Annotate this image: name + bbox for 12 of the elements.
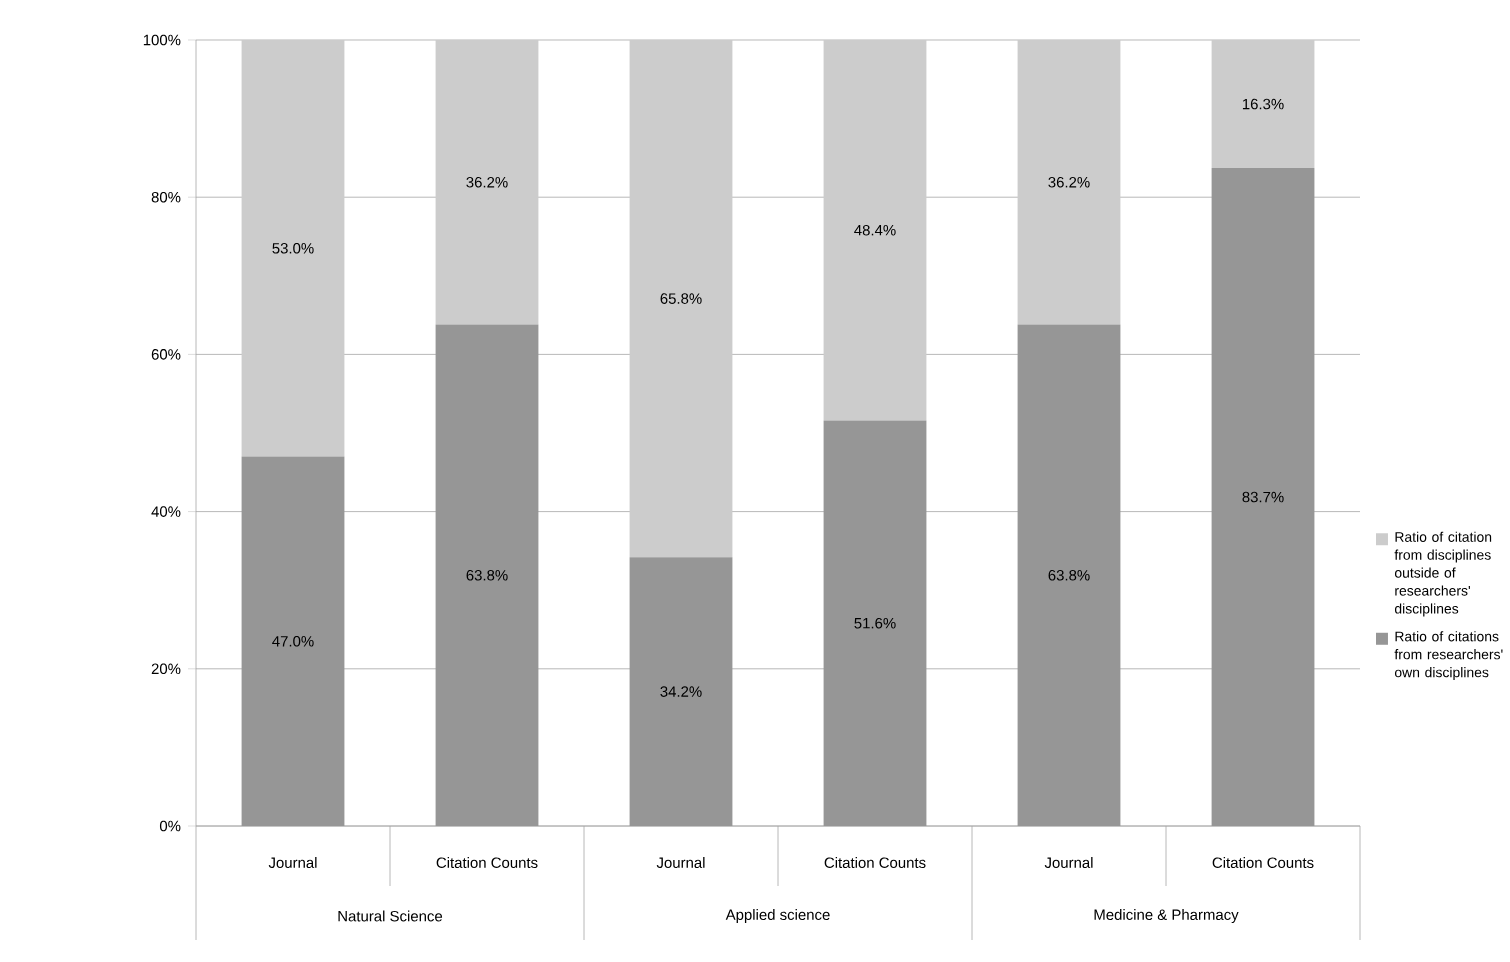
- bar: [1211, 39, 1315, 169]
- bar: [1017, 39, 1121, 325]
- bar: [241, 456, 345, 826]
- bar: [823, 420, 927, 826]
- bar: [435, 39, 539, 325]
- bar: [629, 39, 733, 558]
- bar: [629, 557, 733, 826]
- bar: [1211, 168, 1315, 826]
- bar: [1017, 324, 1121, 826]
- bar: [823, 39, 927, 421]
- bar: [241, 39, 345, 457]
- bar: [435, 324, 539, 826]
